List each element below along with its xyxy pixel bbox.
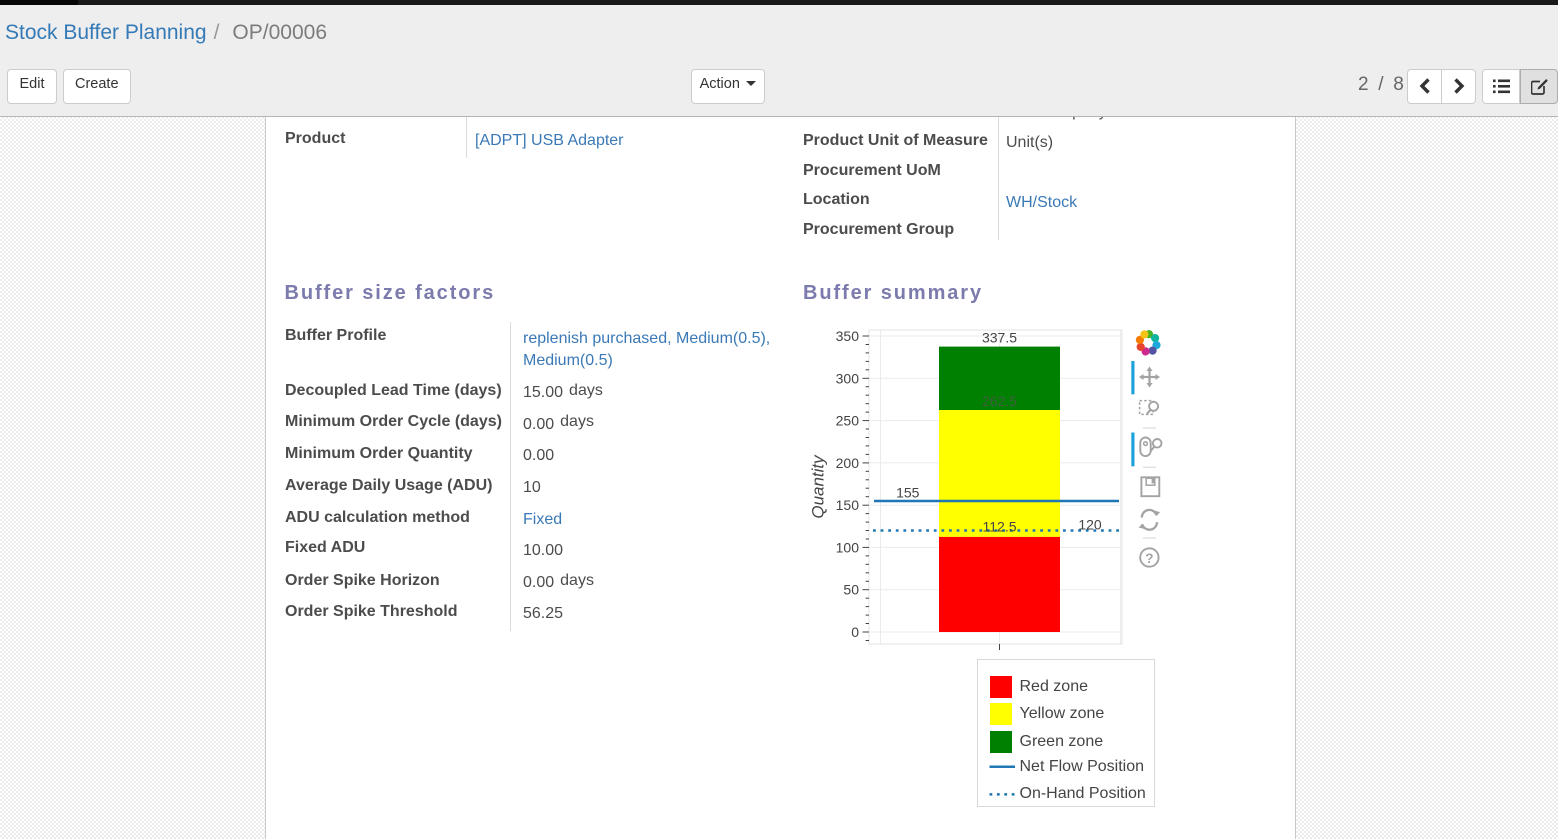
svg-text:250: 250 — [836, 413, 860, 429]
svg-text:200: 200 — [836, 455, 860, 471]
svg-text:112.5: 112.5 — [983, 519, 1017, 535]
svg-text:?: ? — [1145, 551, 1153, 566]
svg-text:155: 155 — [896, 484, 920, 500]
svg-text:300: 300 — [836, 370, 860, 386]
svg-text:0: 0 — [851, 624, 859, 640]
svg-text:150: 150 — [836, 497, 860, 513]
svg-text:100: 100 — [836, 539, 860, 555]
svg-text:337.5: 337.5 — [982, 329, 1017, 345]
svg-text:262.5: 262.5 — [982, 393, 1017, 409]
svg-text:Quantity: Quantity — [809, 454, 828, 519]
svg-text:50: 50 — [843, 582, 859, 598]
svg-text:120: 120 — [1078, 516, 1102, 532]
svg-text:350: 350 — [836, 328, 860, 344]
